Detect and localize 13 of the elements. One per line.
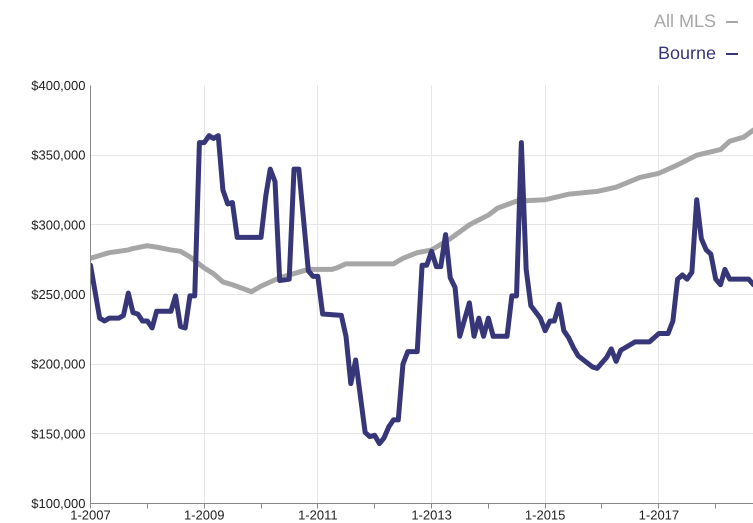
legend-label: All MLS — [654, 10, 717, 33]
y-tick-label: $350,000 — [31, 148, 86, 163]
y-tick-label: $200,000 — [31, 356, 86, 372]
x-tick-label: 1-2011 — [298, 508, 338, 522]
y-tick-label: $250,000 — [31, 287, 86, 302]
x-tick-label: 1-2015 — [524, 508, 566, 522]
legend-label: Bourne — [656, 42, 717, 65]
y-tick-label: $300,000 — [31, 217, 86, 232]
x-tick-label: 1-2017 — [638, 508, 680, 522]
y-tick-label: $400,000 — [31, 78, 86, 93]
x-tick-label: 1-2013 — [411, 508, 452, 522]
y-tick-label: $150,000 — [31, 426, 86, 442]
x-tick-label: 1-2009 — [184, 508, 224, 522]
